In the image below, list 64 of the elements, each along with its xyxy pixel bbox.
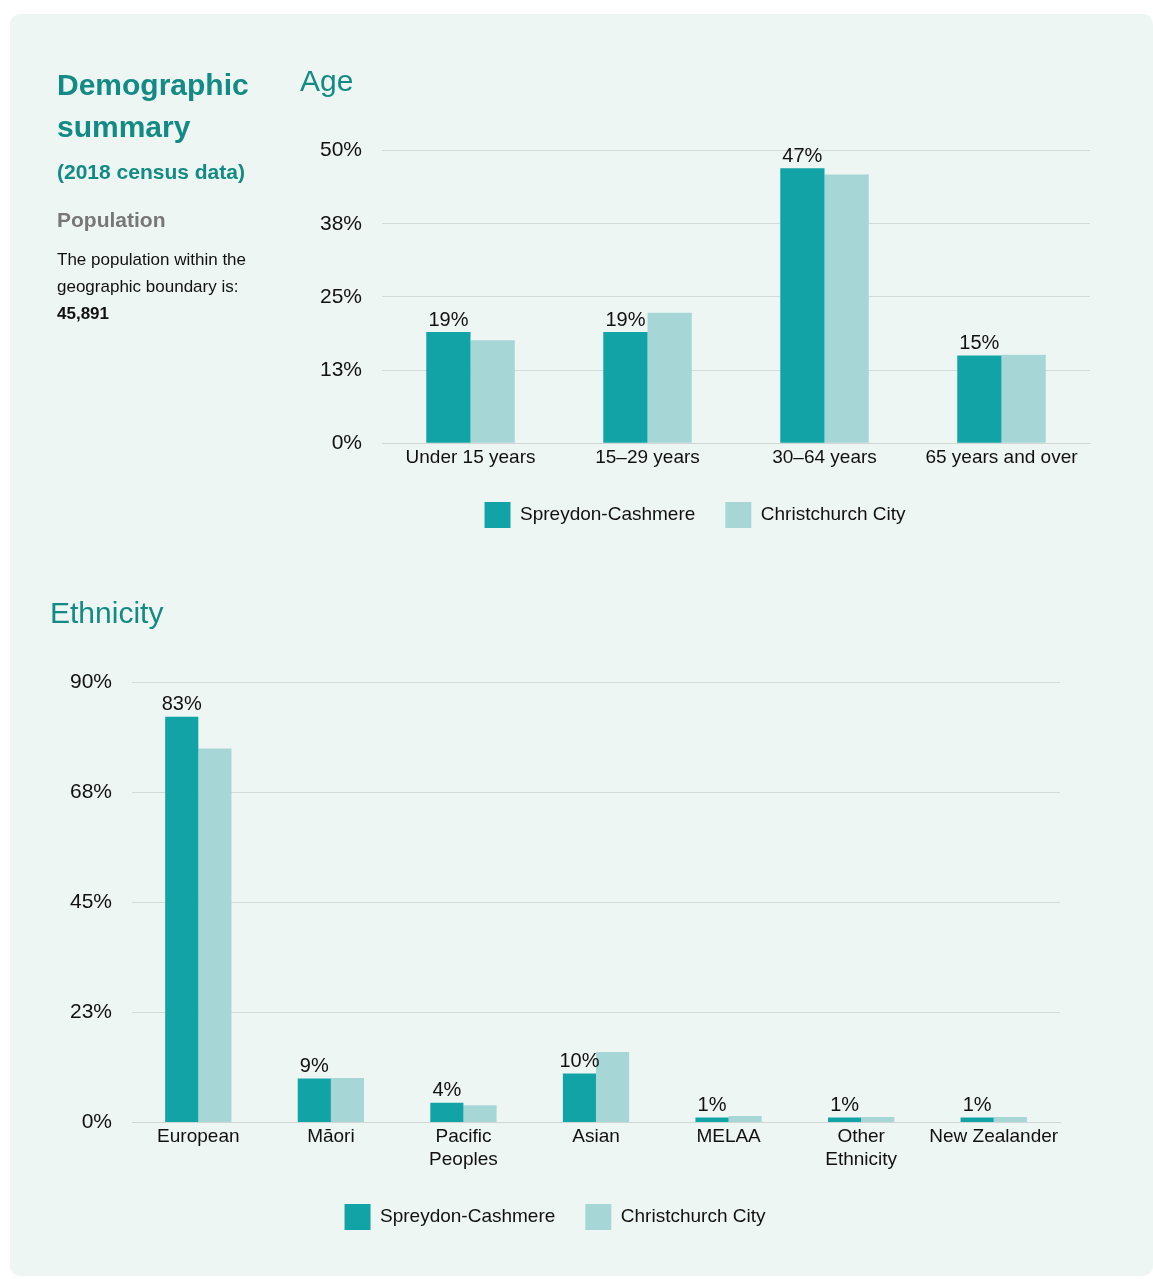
bar xyxy=(1001,354,1046,443)
text: The population within the geographic boundary is: xyxy=(57,249,248,298)
data-label: 1% xyxy=(962,1093,992,1116)
legend-label: Spreydon-Cashmere xyxy=(520,503,696,525)
data-label: 19% xyxy=(605,307,646,330)
x-tick-label: Other Ethnicity xyxy=(825,1125,898,1169)
bar xyxy=(861,1117,895,1122)
data-label: 4% xyxy=(432,1078,462,1101)
bar xyxy=(603,332,648,443)
data-label: 1% xyxy=(830,1093,860,1116)
data-label: 9% xyxy=(299,1053,329,1076)
x-tick-label: 30–64 years xyxy=(772,445,877,467)
chart-title: Ethnicity xyxy=(50,596,165,630)
y-tick-label: 45% xyxy=(70,889,113,913)
bar xyxy=(957,355,1002,443)
chart-title: Age xyxy=(300,64,355,98)
bar xyxy=(780,168,825,443)
data-label: 19% xyxy=(428,307,469,330)
bar xyxy=(993,1117,1027,1122)
x-tick-label: MELAA xyxy=(696,1125,762,1147)
data-label: 83% xyxy=(161,692,202,715)
bar xyxy=(695,1117,729,1122)
text: (2018 census data) xyxy=(57,160,246,184)
bar xyxy=(728,1116,762,1122)
y-tick-label: 90% xyxy=(70,669,113,693)
x-tick-label: New Zealander xyxy=(929,1125,1059,1147)
bar xyxy=(828,1117,862,1122)
y-tick-label: 13% xyxy=(320,356,363,380)
bar xyxy=(297,1078,331,1122)
bar xyxy=(562,1073,597,1122)
x-tick-label: 65 years and over xyxy=(925,445,1079,467)
bar xyxy=(198,748,232,1122)
data-label: 47% xyxy=(782,143,823,166)
bar xyxy=(330,1077,365,1122)
y-tick-label: 38% xyxy=(320,210,363,234)
x-tick-label: Māori xyxy=(307,1125,355,1147)
x-tick-label: European xyxy=(157,1125,240,1147)
y-tick-label: 0% xyxy=(81,1109,113,1133)
text: Population xyxy=(57,208,167,232)
bar xyxy=(430,1102,464,1122)
y-tick-label: 0% xyxy=(331,430,363,453)
y-tick-label: 25% xyxy=(320,283,363,307)
bar xyxy=(824,174,869,443)
bar xyxy=(165,716,199,1122)
bar xyxy=(960,1117,994,1122)
x-tick-label: Asian xyxy=(572,1125,620,1147)
x-tick-label: Under 15 years xyxy=(405,445,536,467)
bar xyxy=(647,312,692,443)
data-label: 1% xyxy=(697,1093,727,1116)
text: Demographic summary xyxy=(57,67,250,145)
x-tick-label: Pacific Peoples xyxy=(429,1125,498,1169)
data-label: 10% xyxy=(559,1049,600,1072)
legend-label: Spreydon-Cashmere xyxy=(380,1205,556,1227)
y-tick-label: 68% xyxy=(70,779,113,803)
legend-label: Christchurch City xyxy=(620,1205,766,1227)
y-tick-label: 50% xyxy=(320,137,363,161)
bar xyxy=(426,332,471,443)
legend-label: Christchurch City xyxy=(760,503,906,525)
x-tick-label: 15–29 years xyxy=(595,445,700,467)
bar xyxy=(470,340,515,443)
y-tick-label: 23% xyxy=(70,999,113,1023)
text: 45,891 xyxy=(57,303,110,325)
data-label: 15% xyxy=(959,330,1000,353)
bar xyxy=(463,1105,497,1122)
